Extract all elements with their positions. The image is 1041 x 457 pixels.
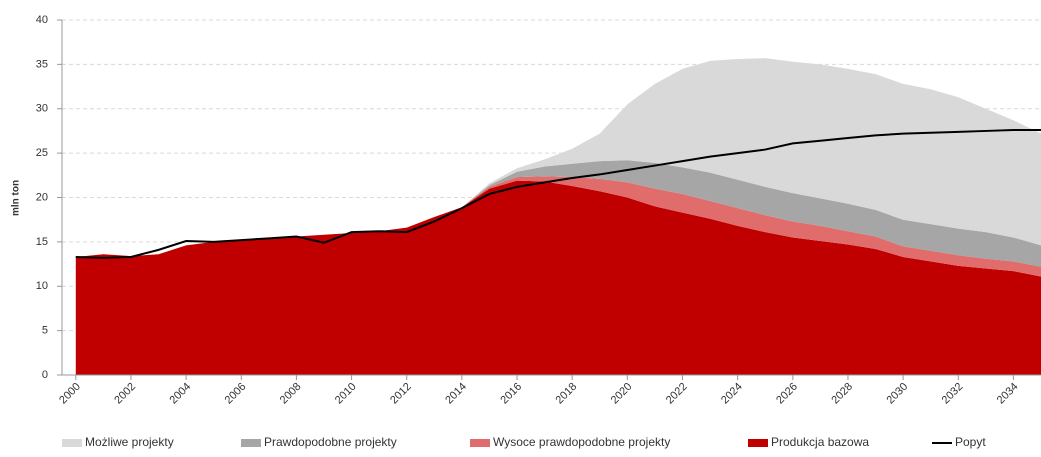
y-axis-label: mln ton [11, 180, 22, 216]
x-tick-label: 2006 [223, 381, 249, 407]
x-tick-label: 2016 [498, 381, 524, 407]
y-tick-label: 40 [36, 14, 48, 26]
y-tick-label: 35 [36, 58, 48, 70]
x-tick-label: 2010 [333, 381, 359, 407]
legend-swatch [241, 439, 261, 447]
x-tick-label: 2004 [167, 381, 193, 407]
area [75, 160, 1041, 267]
legend-label: Produkcja bazowa [771, 435, 869, 449]
x-tick-label: 2028 [829, 381, 855, 407]
y-tick-label: 30 [36, 103, 48, 115]
legend-label: Popyt [955, 435, 986, 449]
x-tick-label: 2002 [112, 381, 138, 407]
y-tick-label: 0 [42, 369, 48, 381]
x-tick-label: 2024 [719, 381, 745, 407]
x-tick-label: 2026 [774, 381, 800, 407]
y-tick-label: 15 [36, 236, 48, 248]
y-tick-label: 5 [42, 325, 48, 337]
x-tick-label: 2008 [278, 381, 304, 407]
legend-label: Możliwe projekty [85, 435, 174, 449]
x-tick-label: 2000 [57, 381, 83, 407]
y-tick-label: 10 [36, 280, 48, 292]
legend-swatch [62, 439, 82, 447]
x-tick-label: 2018 [554, 381, 580, 407]
area [75, 58, 1041, 257]
line [75, 129, 1041, 259]
x-tick-label: 2014 [443, 381, 469, 407]
x-tick-label: 2032 [940, 381, 966, 407]
area [75, 180, 1041, 375]
legend-label: Prawdopodobne projekty [264, 435, 397, 449]
x-tick-label: 2034 [995, 381, 1021, 407]
legend-swatch [470, 439, 490, 447]
legend-swatch [748, 439, 768, 447]
x-tick-label: 2030 [884, 381, 910, 407]
y-tick-label: 25 [36, 147, 48, 159]
x-tick-label: 2020 [609, 381, 635, 407]
legend-label: Wysoce prawdopodobne projekty [493, 435, 670, 449]
x-tick-label: 2012 [388, 381, 414, 407]
x-tick-label: 2022 [664, 381, 690, 407]
y-tick-label: 20 [36, 191, 48, 203]
